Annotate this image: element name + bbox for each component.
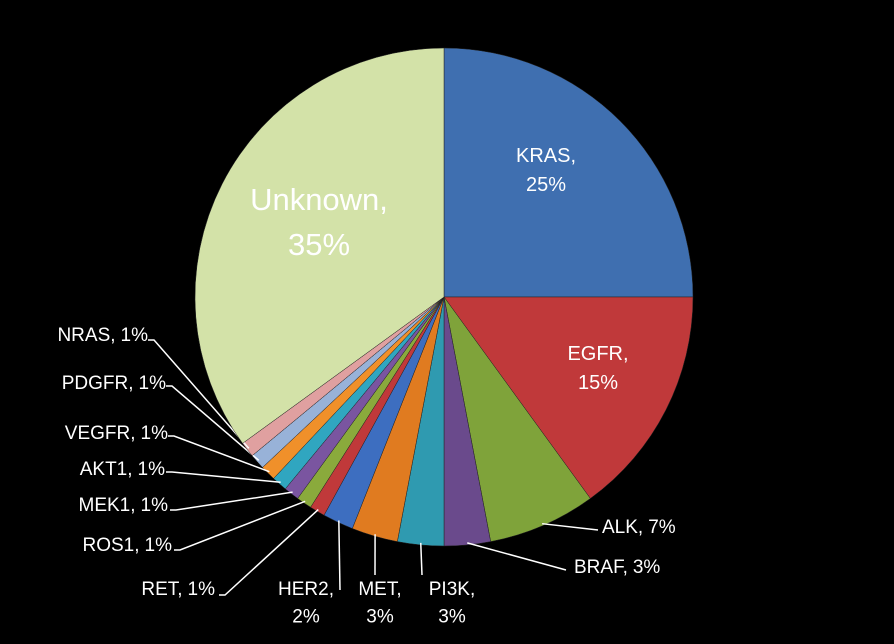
data-label: EGFR, 15% bbox=[567, 343, 628, 394]
leader-line bbox=[338, 520, 341, 591]
leader-line bbox=[170, 491, 293, 511]
data-label: AKT1, 1% bbox=[80, 459, 165, 480]
label-category: PDGFR, bbox=[62, 373, 134, 394]
label-value: 35% bbox=[288, 227, 350, 262]
data-label: MET, 3% bbox=[358, 579, 401, 628]
leader-line bbox=[168, 435, 270, 473]
label-category: RET, bbox=[141, 579, 182, 600]
pie-slice bbox=[443, 296, 694, 499]
data-label: MEK1, 1% bbox=[79, 495, 169, 516]
leader-line bbox=[166, 471, 281, 484]
label-category: VEGFR, bbox=[65, 423, 136, 444]
label-value: 7% bbox=[648, 517, 676, 538]
data-label: HER2, 2% bbox=[278, 579, 334, 628]
data-label: NRAS, 1% bbox=[57, 325, 148, 346]
label-category: PI3K, bbox=[429, 579, 475, 600]
data-label: KRAS, 25% bbox=[516, 145, 576, 196]
leader-line bbox=[467, 542, 567, 571]
data-label: RET, 1% bbox=[141, 579, 215, 600]
leader-line bbox=[420, 542, 423, 576]
label-value: 1% bbox=[141, 495, 169, 516]
label-value: 1% bbox=[145, 535, 173, 556]
data-label: Unknown, 35% bbox=[250, 182, 388, 262]
label-category: ALK, bbox=[602, 517, 643, 538]
label-category: KRAS, bbox=[516, 145, 576, 167]
label-value: 1% bbox=[139, 373, 167, 394]
data-label: BRAF, 3% bbox=[574, 557, 660, 578]
data-label: ROS1, 1% bbox=[83, 535, 173, 556]
data-label: PI3K, 3% bbox=[429, 579, 475, 628]
pie-slice bbox=[194, 47, 445, 444]
label-value: 3% bbox=[633, 557, 661, 578]
label-value: 3% bbox=[438, 607, 466, 628]
pie-slice bbox=[443, 296, 591, 542]
label-value: 3% bbox=[366, 607, 394, 628]
label-category: AKT1, bbox=[80, 459, 133, 480]
label-value: 1% bbox=[121, 325, 149, 346]
label-value: 1% bbox=[138, 459, 166, 480]
label-category: BRAF, bbox=[574, 557, 628, 578]
leader-line bbox=[174, 500, 306, 551]
leader-line bbox=[148, 339, 250, 449]
label-value: 15% bbox=[578, 372, 618, 394]
data-label: ALK, 7% bbox=[602, 517, 676, 538]
label-category: HER2, bbox=[278, 579, 334, 600]
leader-line bbox=[166, 385, 260, 461]
label-category: MEK1, bbox=[79, 495, 136, 516]
label-value: 1% bbox=[141, 423, 169, 444]
label-category: NRAS, bbox=[57, 325, 115, 346]
label-category: EGFR, bbox=[567, 343, 628, 365]
leader-line bbox=[219, 509, 319, 596]
label-value: 2% bbox=[292, 607, 320, 628]
label-category: MET, bbox=[358, 579, 401, 600]
leader-line bbox=[542, 522, 599, 531]
data-label: VEGFR, 1% bbox=[65, 423, 168, 444]
label-category: ROS1, bbox=[83, 535, 140, 556]
label-value: 1% bbox=[188, 579, 216, 600]
pie-slice bbox=[443, 47, 694, 298]
data-label: PDGFR, 1% bbox=[62, 373, 166, 394]
label-category: Unknown, bbox=[250, 182, 388, 217]
label-value: 25% bbox=[526, 174, 566, 196]
